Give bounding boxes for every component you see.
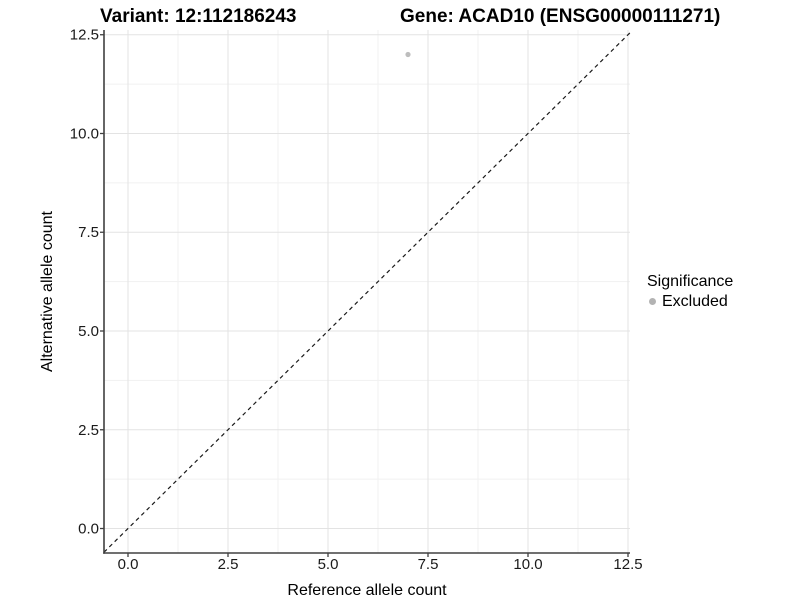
plot-title-variant: Variant: 12:112186243 [100,6,297,27]
legend-point-icon [649,298,656,305]
x-tick-label: 0.0 [118,556,139,573]
legend-title: Significance [647,273,734,290]
identity-dashed-line [103,32,631,553]
x-tick-label: 5.0 [318,556,339,573]
y-tick-label: 12.5 [70,27,99,44]
y-tick-label: 2.5 [78,422,99,439]
y-tick-label: 10.0 [70,125,99,142]
data-point [405,51,411,58]
x-tick-label: 10.0 [513,556,542,573]
x-tick-label: 2.5 [218,556,239,573]
x-axis-title: Reference allele count [287,582,447,599]
y-axis-title: Alternative allele count [39,210,56,372]
legend-item-excluded: Excluded [645,292,733,311]
x-tick-label: 7.5 [418,556,439,573]
y-tick-label: 0.0 [78,521,99,538]
plot-title-gene: Gene: ACAD10 (ENSG00000111271) [400,6,721,27]
y-tick-label: 5.0 [78,323,99,340]
y-tick-label: 7.5 [78,224,99,241]
legend-item-label: Excluded [662,293,728,310]
legend: Significance Excluded [645,272,733,311]
x-tick-label: 12.5 [613,556,642,573]
